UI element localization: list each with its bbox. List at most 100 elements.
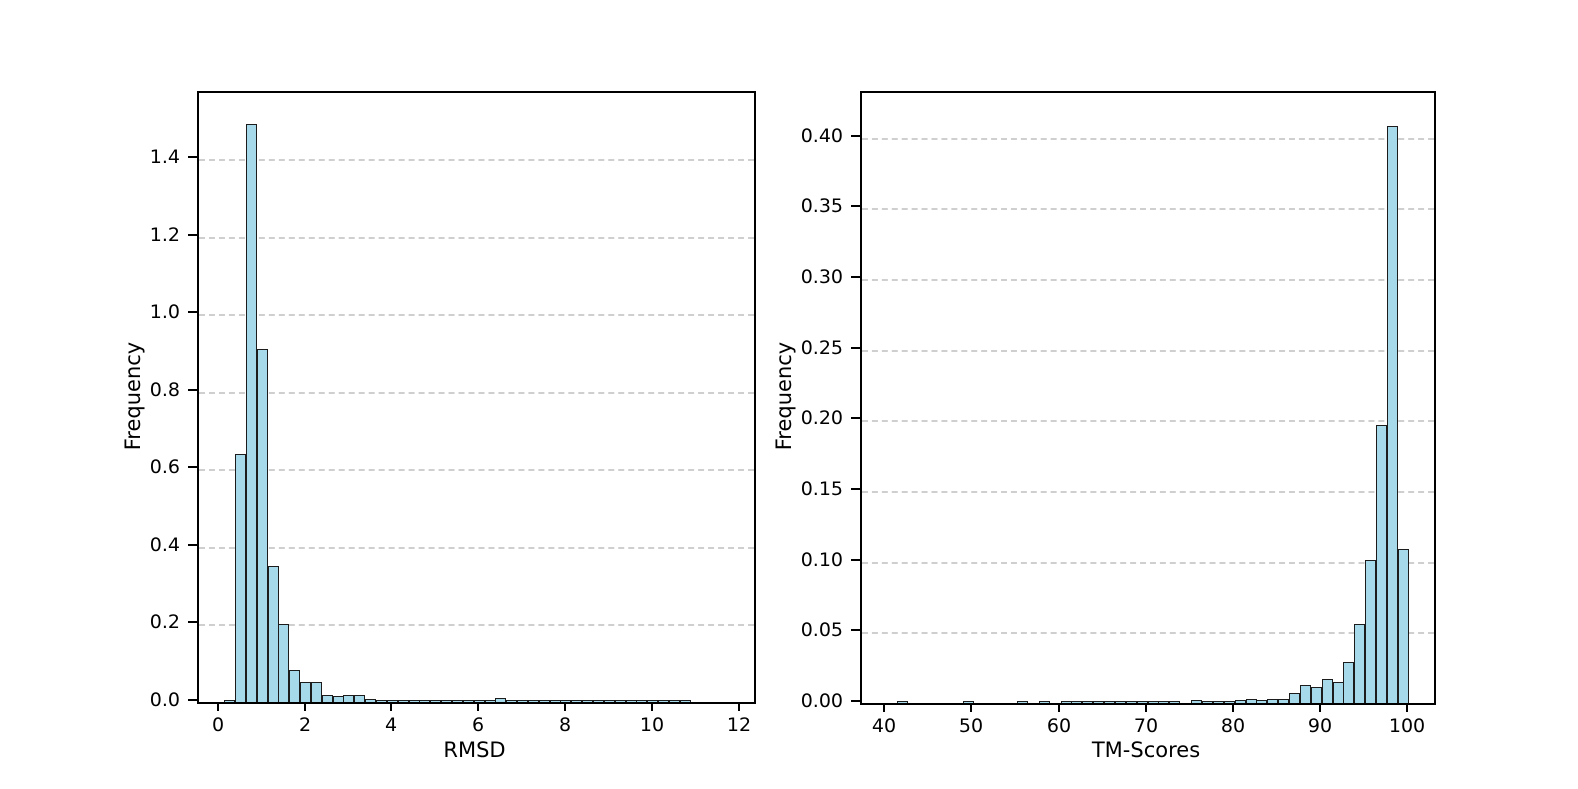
x-tick-label: 2 <box>298 714 312 736</box>
histogram-bar <box>1343 662 1354 703</box>
y-tick-mark <box>188 389 197 391</box>
x-tick-label: 50 <box>958 715 984 737</box>
x-tick-mark <box>883 703 885 712</box>
histogram-bar <box>897 701 908 703</box>
rmsd-x-axis-label: RMSD <box>443 738 506 762</box>
gridline <box>199 159 754 161</box>
histogram-bar <box>387 700 398 702</box>
gridline <box>862 279 1434 281</box>
x-tick-label: 10 <box>639 714 665 736</box>
gridline <box>862 420 1434 422</box>
histogram-bar <box>1267 699 1278 703</box>
gridline <box>862 350 1434 352</box>
histogram-bar <box>1017 701 1028 703</box>
histogram-bar <box>1300 685 1311 703</box>
y-tick-mark <box>851 347 860 349</box>
histogram-bar <box>1354 624 1365 703</box>
gridline <box>862 208 1434 210</box>
y-tick-mark <box>851 559 860 561</box>
x-tick-label: 4 <box>384 714 398 736</box>
y-tick-mark <box>188 544 197 546</box>
x-tick-mark <box>1232 703 1234 712</box>
y-tick-mark <box>188 621 197 623</box>
y-tick-label: 0.10 <box>800 549 843 571</box>
y-tick-mark <box>188 699 197 701</box>
y-tick-label: 1.4 <box>149 146 180 168</box>
y-tick-mark <box>188 156 197 158</box>
y-tick-label: 0.20 <box>800 407 843 429</box>
x-tick-mark <box>1406 703 1408 712</box>
histogram-bar <box>354 695 365 702</box>
histogram-bar <box>365 699 376 702</box>
y-tick-mark <box>851 629 860 631</box>
histogram-bar <box>636 700 647 702</box>
histogram-bar <box>506 700 517 702</box>
gridline <box>862 138 1434 140</box>
histogram-bar <box>1365 560 1376 703</box>
histogram-bar <box>278 624 289 702</box>
x-tick-mark <box>651 702 653 711</box>
y-tick-label: 0.40 <box>800 125 843 147</box>
gridline <box>862 632 1434 634</box>
histogram-bar <box>246 124 257 702</box>
histogram-bar <box>539 700 550 702</box>
y-tick-mark <box>188 466 197 468</box>
y-tick-label: 0.15 <box>800 478 843 500</box>
histogram-bar <box>1322 679 1333 703</box>
tmscores-x-axis-label: TM-Scores <box>1091 738 1201 762</box>
histogram-bar <box>495 698 506 702</box>
histogram-bar <box>1082 701 1093 703</box>
histogram-bar <box>463 700 474 702</box>
x-tick-mark <box>738 702 740 711</box>
histogram-bar <box>1137 701 1148 703</box>
y-tick-mark <box>851 276 860 278</box>
x-tick-mark <box>304 702 306 711</box>
x-tick-label: 8 <box>558 714 572 736</box>
histogram-bar <box>615 700 626 702</box>
histogram-bar <box>441 700 452 702</box>
x-tick-label: 12 <box>726 714 752 736</box>
histogram-bar <box>224 700 235 702</box>
y-tick-label: 0.35 <box>800 195 843 217</box>
histogram-bar <box>1071 701 1082 703</box>
histogram-bar <box>1256 700 1267 703</box>
histogram-bar <box>1158 701 1169 703</box>
histogram-bar <box>517 700 528 702</box>
histogram-bar <box>571 700 582 702</box>
y-tick-mark <box>851 488 860 490</box>
histogram-bar <box>1224 701 1235 703</box>
gridline <box>862 562 1434 564</box>
histogram-bar <box>1202 701 1213 703</box>
histogram-bar <box>419 700 430 702</box>
x-tick-label: 60 <box>1046 715 1072 737</box>
histogram-bar <box>963 701 974 703</box>
histogram-bar <box>289 670 300 702</box>
histogram-bar <box>257 349 268 702</box>
y-tick-label: 0.6 <box>149 456 180 478</box>
y-tick-mark <box>851 417 860 419</box>
tmscores-histogram-plot-area <box>860 91 1436 705</box>
histogram-bar <box>474 700 485 702</box>
gridline <box>199 237 754 239</box>
histogram-bar <box>1093 701 1104 703</box>
gridline <box>199 624 754 626</box>
y-tick-mark <box>851 700 860 702</box>
histogram-bar <box>680 700 691 702</box>
histogram-bar <box>1398 549 1409 703</box>
y-tick-label: 0.00 <box>800 690 843 712</box>
histogram-bar <box>1104 701 1115 703</box>
x-tick-mark <box>564 702 566 711</box>
x-tick-label: 90 <box>1307 715 1333 737</box>
gridline <box>199 469 754 471</box>
gridline <box>199 547 754 549</box>
x-tick-label: 6 <box>471 714 485 736</box>
y-tick-label: 0.4 <box>149 534 180 556</box>
histogram-bar <box>235 454 246 702</box>
histogram-bar <box>322 695 333 702</box>
gridline <box>862 491 1434 493</box>
histogram-bar <box>658 700 669 702</box>
histogram-bar <box>647 700 658 702</box>
histogram-bar <box>1191 700 1202 703</box>
histogram-bar <box>343 695 354 702</box>
histogram-bar <box>452 700 463 702</box>
